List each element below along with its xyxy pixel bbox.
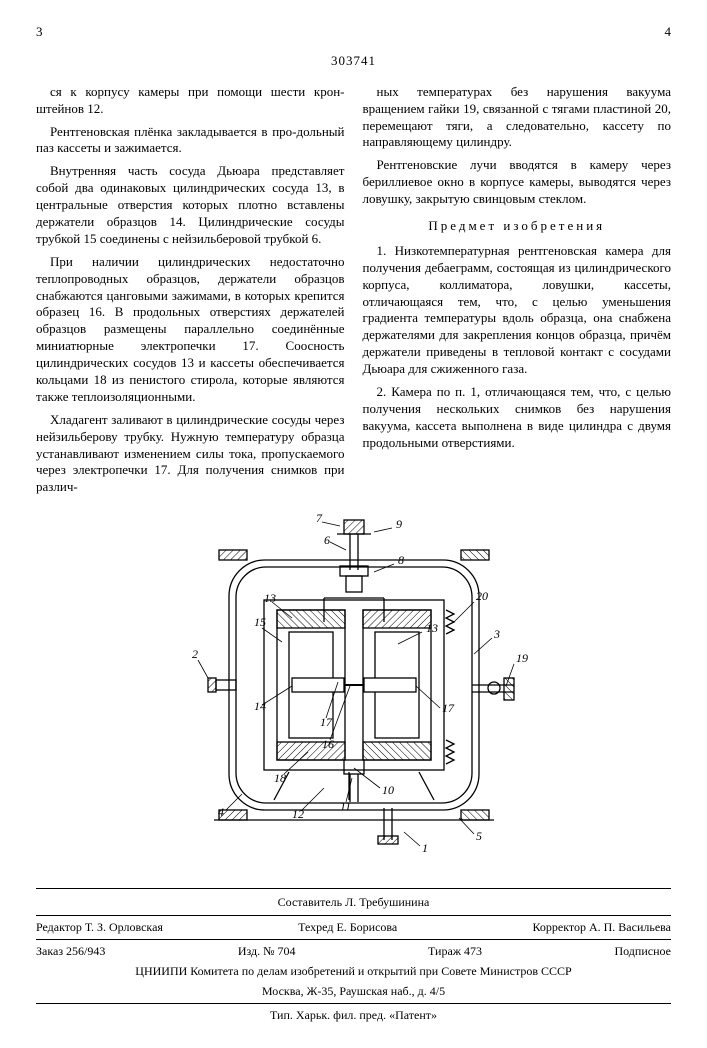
doc-number-top: [43, 24, 665, 41]
paragraph: ся к корпусу камеры при помощи шести кро…: [36, 84, 345, 118]
claims-title: Предмет изобретения: [363, 218, 672, 235]
tirazh: Тираж 473: [428, 944, 482, 960]
paragraph: Внутренняя часть сосуда Дьюара представл…: [36, 163, 345, 247]
svg-text:8: 8: [398, 553, 404, 567]
svg-text:20: 20: [476, 589, 488, 603]
editor: Редактор Т. З. Орловская: [36, 920, 163, 936]
paragraph: ных температурах без нарушения вакуума в…: [363, 84, 672, 152]
paragraph: Рентгеновская плёнка закладывается в про…: [36, 124, 345, 158]
svg-text:6: 6: [324, 533, 330, 547]
svg-text:13: 13: [426, 621, 438, 635]
page-number-right: 4: [665, 24, 672, 41]
paragraph: Хладагент заливают в цилиндрические сосу…: [36, 412, 345, 496]
printer: Тип. Харьк. фил. пред. «Патент»: [36, 1008, 671, 1024]
svg-text:9: 9: [396, 517, 402, 531]
compiled-by: Составитель Л. Требушинина: [36, 895, 671, 911]
footer: Составитель Л. Требушинина Редактор Т. З…: [36, 888, 671, 1024]
left-column: ся к корпусу камеры при помощи шести кро…: [36, 84, 345, 502]
order-no: Заказ 256/943: [36, 944, 105, 960]
figure: 7 6 9 8 2 15 13 13 14 16 17 17 18 19 20 …: [36, 510, 671, 870]
subscr: Подписное: [614, 944, 671, 960]
xray-chamber-diagram: 7 6 9 8 2 15 13 13 14 16 17 17 18 19 20 …: [174, 510, 534, 870]
text-columns: ся к корпусу камеры при помощи шести кро…: [36, 84, 671, 502]
org-line2: Москва, Ж-35, Раушская наб., д. 4/5: [36, 984, 671, 1000]
svg-text:17: 17: [442, 701, 455, 715]
corrector: Корректор А. П. Васильева: [532, 920, 671, 936]
svg-text:10: 10: [382, 783, 394, 797]
svg-text:2: 2: [192, 647, 198, 661]
claim: 1. Низкотемпературная рентгеновская каме…: [363, 243, 672, 378]
svg-text:12: 12: [292, 807, 304, 821]
org-line1: ЦНИИПИ Комитета по делам изобретений и о…: [36, 964, 671, 980]
svg-text:5: 5: [476, 829, 482, 843]
page-header: 3 4: [36, 24, 671, 41]
svg-text:17: 17: [320, 715, 333, 729]
right-column: ных температурах без нарушения вакуума в…: [363, 84, 672, 502]
svg-text:15: 15: [254, 615, 266, 629]
doc-number: 303741: [36, 53, 671, 70]
svg-text:1: 1: [422, 841, 428, 855]
svg-text:16: 16: [322, 737, 334, 751]
techred: Техред Е. Борисова: [298, 920, 397, 936]
svg-text:11: 11: [340, 799, 351, 813]
claim: 2. Камера по п. 1, отличающаяся тем, что…: [363, 384, 672, 452]
svg-text:18: 18: [274, 771, 286, 785]
svg-text:4: 4: [218, 805, 224, 819]
page: 3 4 303741 ся к корпусу камеры при помощ…: [0, 0, 707, 1048]
paragraph: При наличии цилиндрических недостаточно …: [36, 254, 345, 406]
svg-text:14: 14: [254, 699, 266, 713]
svg-text:13: 13: [264, 591, 276, 605]
svg-text:3: 3: [493, 627, 500, 641]
izd-no: Изд. № 704: [238, 944, 296, 960]
svg-text:19: 19: [516, 651, 528, 665]
svg-text:7: 7: [316, 511, 323, 525]
paragraph: Рентгеновские лучи вводятся в камеру чер…: [363, 157, 672, 208]
